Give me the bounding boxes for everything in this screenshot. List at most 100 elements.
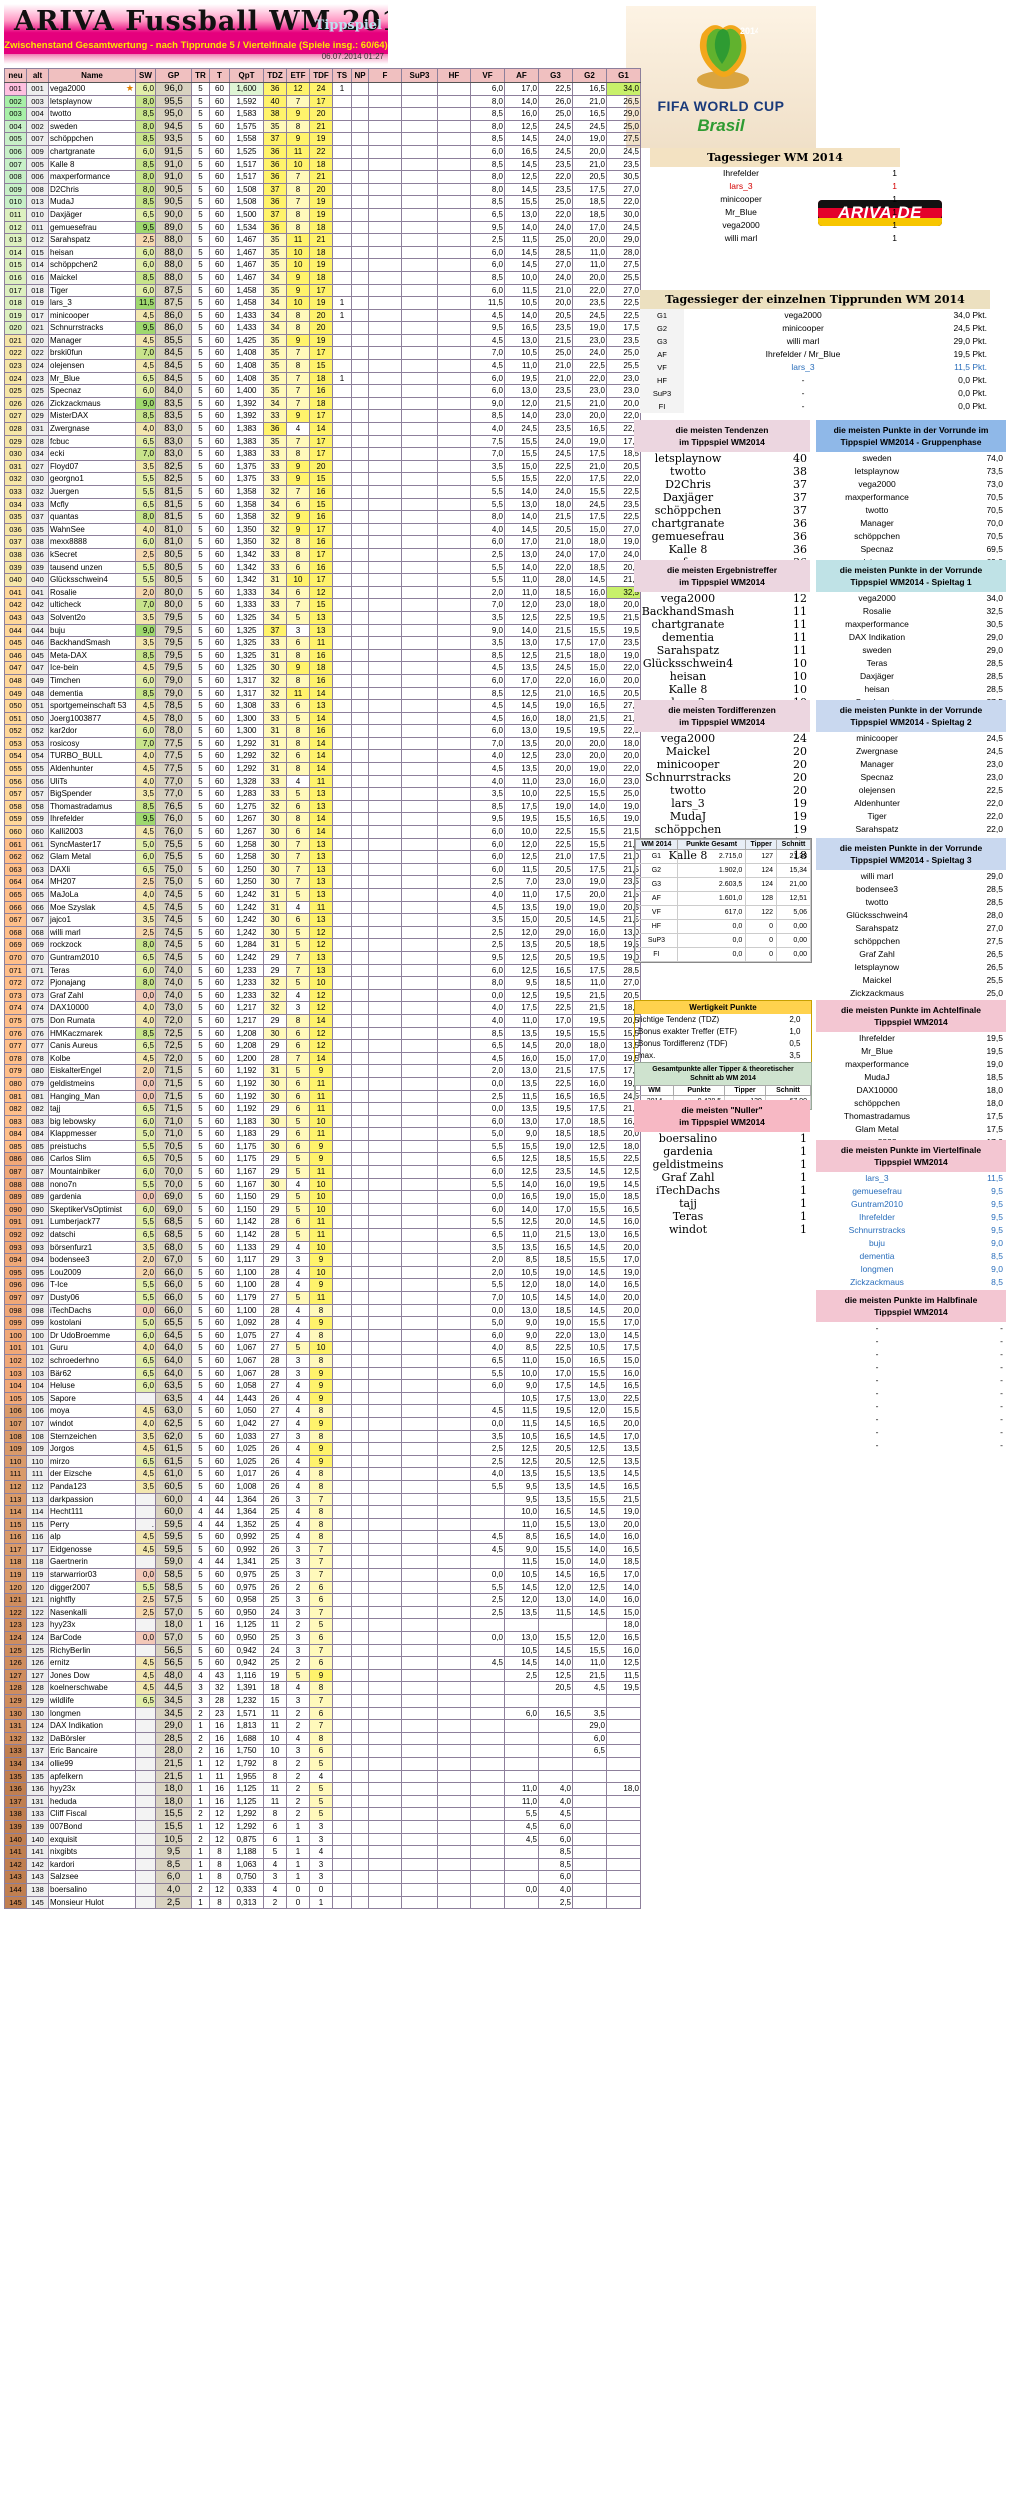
col-g1[interactable]: G1	[606, 68, 641, 83]
table-row[interactable]: 010 013 MudaJ 8,5 90,5 5 60 1,508 36 7 19 8,5 15,5 25…	[4, 195, 641, 209]
table-row[interactable]: 035 037 quantas 8,0 81,5 5 60 1,358 32 9 16 8,0 14,0…	[4, 510, 641, 524]
table-row[interactable]: 077 077 Canis Aureus 6,5 72,5 5 60 1,208 29 6 12 6,…	[4, 1039, 641, 1053]
table-row[interactable]: 013 012 Sarahspatz 2,5 88,0 5 60 1,467 35 11 21 2,5…	[4, 233, 641, 247]
table-row[interactable]: 112 112 Panda123 3,5 60,5 5 60 1,008 26 4 8 5,5 9,5 1…	[4, 1479, 641, 1494]
col-f[interactable]: F	[368, 68, 402, 83]
table-row[interactable]: 119 119 starwarrior03 0,0 58,5 5 60 0,975 25 3 7 0,…	[4, 1568, 641, 1582]
ariva-logo[interactable]: ARIVA.DE	[818, 200, 942, 226]
table-row[interactable]: 089 089 gardenia 0,0 69,0 5 60 1,150 29 5 10 0,0 16,…	[4, 1190, 641, 1204]
table-row[interactable]: 079 080 EiskalterEngel 2,0 71,5 5 60 1,192 31 5 9 2…	[4, 1064, 641, 1078]
table-row[interactable]: 085 085 preistuchs 5,5 70,5 5 60 1,175 30 6 9 5,5 15…	[4, 1139, 641, 1154]
table-row[interactable]: 093 093 börsenfurz1 3,5 68,0 5 60 1,133 29 4 10 3,5…	[4, 1240, 641, 1255]
col-np[interactable]: NP	[351, 68, 369, 83]
table-row[interactable]: 047 047 Ice-bein 4,5 79,5 5 60 1,325 30 9 18 4,5 13,…	[4, 661, 641, 675]
table-row[interactable]: 120 120 digger2007 5,5 58,5 5 60 0,975 26 2 6 5,5 14…	[4, 1580, 641, 1595]
table-row[interactable]: 082 082 tajj 6,5 71,5 5 60 1,192 29 6 11 0,0 13,5 19,…	[4, 1102, 641, 1116]
table-row[interactable]: 008 006 maxperformance 8,0 91,0 5 60 1,517 36 7 21…	[4, 170, 641, 184]
table-row[interactable]: 111 111 der Eizsche 4,5 61,0 5 60 1,017 26 4 8 4,0 1…	[4, 1467, 641, 1481]
col-ts[interactable]: TS	[332, 68, 352, 83]
table-row[interactable]: 124 124 BarCode 0,0 57,0 5 60 0,950 25 3 6 0,0 13,0 1…	[4, 1631, 641, 1645]
table-row[interactable]: 042 042 ulticheck 7,0 80,0 5 60 1,333 33 7 15 7,0 12…	[4, 598, 641, 612]
table-row[interactable]: 144 138 boersalino 4,0 2 12 0,333 4 0 0 0,0 4,0	[4, 1882, 641, 1897]
table-row[interactable]: 022 022 brski0fun 7,0 84,5 5 60 1,408 35 7 17 7,0 10…	[4, 346, 641, 361]
table-row[interactable]: 061 061 SyncMaster17 5,0 75,5 5 60 1,258 30 7 13 6,…	[4, 837, 641, 852]
table-row[interactable]: 102 102 schroederhno 6,5 64,0 5 60 1,067 28 3 8 6,5…	[4, 1353, 641, 1368]
table-row[interactable]: 012 011 gemuesefrau 9,5 89,0 5 60 1,534 36 8 18 9,5…	[4, 220, 641, 235]
table-row[interactable]: 043 043 Solvent2o 3,5 79,5 5 60 1,325 34 5 13 3,5 12…	[4, 610, 641, 625]
table-row[interactable]: 029 028 fcbuc 6,5 83,0 5 60 1,383 35 7 17 7,5 15,5 24…	[4, 434, 641, 449]
table-row[interactable]: 083 083 big lebowsky 6,0 71,0 5 60 1,183 30 5 10 6,…	[4, 1114, 641, 1129]
table-row[interactable]: 009 008 D2Chris 8,0 90,5 5 60 1,508 37 8 20 8,0 14,5…	[4, 182, 641, 197]
table-row[interactable]: 026 026 Zickzackmaus 9,0 83,5 5 60 1,392 34 7 18 9,…	[4, 396, 641, 411]
table-row[interactable]: 104 104 Heluse 6,0 63,5 5 60 1,058 27 4 9 6,0 9,0 17,…	[4, 1379, 641, 1393]
table-row[interactable]: 052 052 kar2dor 6,0 78,0 5 60 1,300 31 8 16 6,0 13,0…	[4, 724, 641, 738]
table-row[interactable]: 121 121 nightfly 2,5 57,5 5 60 0,958 25 3 6 2,5 12,0…	[4, 1593, 641, 1607]
table-row[interactable]: 051 050 Joerg1003877 4,5 78,0 5 60 1,300 33 5 14 4,…	[4, 711, 641, 726]
table-row[interactable]: 027 029 MisterDAX 8,5 83,5 5 60 1,392 33 9 17 8,5 14…	[4, 409, 641, 424]
table-row[interactable]: 122 122 Nasenkalli 2,5 57,0 5 60 0,950 24 3 7 2,5 13…	[4, 1605, 641, 1620]
table-row[interactable]: 117 117 Eidgenosse 4,5 59,5 5 60 0,992 26 3 7 4,5 9,…	[4, 1542, 641, 1557]
table-row[interactable]: 141 141 nixgibts 9,5 1 8 1,188 5 1 4 8,5	[4, 1845, 641, 1859]
table-row[interactable]: 015 014 schöppchen2 6,0 88,0 5 60 1,467 35 10 19 6,…	[4, 258, 641, 272]
table-row[interactable]: 133 137 Eric Bancaire 28,0 2 16 1,750 10 3 6 6,5	[4, 1744, 641, 1758]
table-row[interactable]: 065 065 MaJoLa 4,0 74,5 5 60 1,242 31 5 13 4,0 11,0 1…	[4, 888, 641, 902]
table-row[interactable]: 105 105 Sapore 63,5 4 44 1,443 26 4 9 10,5 17,5 13,0…	[4, 1391, 641, 1406]
table-row[interactable]: 067 067 jajco1 3,5 74,5 5 60 1,242 30 6 13 3,5 15,0 2…	[4, 913, 641, 927]
table-row[interactable]: 064 064 MH207 2,5 75,0 5 60 1,250 30 7 13 2,5 7,0 23,…	[4, 875, 641, 889]
table-row[interactable]: 028 031 Zwergnase 4,0 83,0 5 60 1,383 36 4 14 4,0 24…	[4, 422, 641, 436]
table-row[interactable]: 005 007 schöppchen 8,5 93,5 5 60 1,558 37 9 19 8,5 1…	[4, 132, 641, 146]
table-row[interactable]: 055 055 Aldenhunter 4,5 77,5 5 60 1,292 31 8 14 4,5…	[4, 762, 641, 776]
table-row[interactable]: 118 118 Gaertnerin 59,0 4 44 1,341 25 3 7 11,5 15,0…	[4, 1555, 641, 1570]
table-row[interactable]: 142 142 kardori 8,5 1 8 1,063 4 1 3 8,5	[4, 1857, 641, 1872]
table-row[interactable]: 092 092 datschi 6,5 68,5 5 60 1,142 28 5 11 6,5 11,0…	[4, 1228, 641, 1242]
table-row[interactable]: 132 132 DaBörsler 28,5 2 16 1,688 10 4 8 6,0	[4, 1731, 641, 1746]
table-row[interactable]: 071 071 Teras 6,0 74,0 5 60 1,233 29 7 13 6,0 12,5 16…	[4, 963, 641, 978]
table-row[interactable]: 129 129 wildlife 6,5 34,5 3 28 1,232 15 3 7	[4, 1694, 641, 1708]
table-row[interactable]: 091 091 Lumberjack77 5,5 68,5 5 60 1,142 28 6 11 5,…	[4, 1215, 641, 1230]
col-neu[interactable]: neu	[4, 68, 27, 83]
table-row[interactable]: 003 004 twotto 8,5 95,0 5 60 1,583 38 9 20 8,5 16,0 2…	[4, 107, 641, 121]
col-g2[interactable]: G2	[572, 68, 607, 83]
table-row[interactable]: 123 123 hyy23x 18,0 1 16 1,125 11 2 5 18,0	[4, 1618, 641, 1633]
table-row[interactable]: 125 125 RichyBerlin 56,5 5 60 0,942 24 3 7 10,5 14,…	[4, 1643, 641, 1658]
table-row[interactable]: 126 126 ernitz 4,5 56,5 5 60 0,942 25 2 6 4,5 14,5 14…	[4, 1656, 641, 1670]
table-row[interactable]: 063 063 DAXli 6,5 75,0 5 60 1,250 30 7 13 6,0 11,5 20…	[4, 862, 641, 877]
table-row[interactable]: 101 101 Guru 4,0 64,0 5 60 1,067 27 5 10 4,0 8,5 22,5…	[4, 1341, 641, 1355]
table-row[interactable]: 024 023 Mr_Blue 6,5 84,5 5 60 1,408 35 7 18 1 6,0 19,…	[4, 371, 641, 386]
col-hf[interactable]: HF	[437, 68, 471, 83]
table-row[interactable]: 103 103 Bär62 6,5 64,0 5 60 1,067 28 3 9 5,5 10,0 17,…	[4, 1366, 641, 1381]
table-row[interactable]: 060 060 Kalli2003 4,5 76,0 5 60 1,267 30 6 14 6,0 10…	[4, 825, 641, 839]
table-row[interactable]: 016 016 Maickel 8,5 88,0 5 60 1,467 34 9 18 8,5 10,0…	[4, 270, 641, 285]
col-sup3[interactable]: SuP3	[401, 68, 438, 83]
table-row[interactable]: 145 145 Monsieur Hulot 2,5 1 8 0,313 2 0 1 2,5	[4, 1895, 641, 1910]
table-row[interactable]: 002 003 letsplaynow 8,0 95,5 5 60 1,592 40 7 17 8,0…	[4, 94, 641, 109]
table-row[interactable]: 014 015 heisan 6,0 88,0 5 60 1,467 35 10 18 6,0 14,5…	[4, 245, 641, 260]
table-row[interactable]: 069 069 rockzock 8,0 74,5 5 60 1,284 31 5 12 2,5 13,…	[4, 938, 641, 952]
table-row[interactable]: 020 021 Schnurrstracks 9,5 86,0 5 60 1,433 34 8 20…	[4, 321, 641, 335]
table-row[interactable]: 135 135 apfelkern 21,5 1 11 1,955 8 2 4	[4, 1769, 641, 1784]
col-name[interactable]: Name	[48, 68, 136, 83]
table-row[interactable]: 131 124 DAX Indikation 29,0 1 16 1,813 11 2 7 29,0	[4, 1719, 641, 1733]
table-row[interactable]: 007 005 Kalle 8 8,5 91,0 5 60 1,517 36 10 18 8,5 14,…	[4, 157, 641, 172]
table-row[interactable]: 084 084 Klappmesser 5,0 71,0 5 60 1,183 29 6 11 5,0…	[4, 1127, 641, 1141]
table-row[interactable]: 114 114 Hecht111 60,0 4 44 1,364 25 4 8 10,0 16,5 14…	[4, 1505, 641, 1519]
table-row[interactable]: 136 136 hyy23x 18,0 1 16 1,125 11 2 5 11,0 4,0 18,0	[4, 1782, 641, 1796]
table-row[interactable]: 058 058 Thomastradamus 8,5 76,5 5 60 1,275 32 6 13…	[4, 799, 641, 814]
table-row[interactable]: 032 030 georgno1 5,5 82,5 5 60 1,375 33 9 15 5,5 15,…	[4, 472, 641, 486]
table-row[interactable]: 070 070 Guntram2010 6,5 74,5 5 60 1,242 29 7 13 9,5…	[4, 950, 641, 965]
table-row[interactable]: 038 036 kSecret 2,5 80,5 5 60 1,342 33 8 17 2,5 13,0…	[4, 547, 641, 562]
table-row[interactable]: 019 017 minicooper 4,5 86,0 5 60 1,433 34 8 20 1 4,5…	[4, 308, 641, 323]
table-row[interactable]: 037 038 mexx8888 6,0 81,0 5 60 1,350 32 8 16 6,0 17,…	[4, 535, 641, 549]
table-row[interactable]: 115 115 Perry. 59,5 4 44 1,352 25 4 8 11,0 15,5 13,0…	[4, 1517, 641, 1532]
table-row[interactable]: 140 140 exquisit 10,5 2 12 0,875 6 1 3 4,5 6,0	[4, 1832, 641, 1847]
table-row[interactable]: 078 078 Kolbe 4,5 72,0 5 60 1,200 28 7 14 4,5 16,0 15…	[4, 1051, 641, 1066]
table-row[interactable]: 138 133 Cliff Fiscal 15,5 2 12 1,292 8 2 5 5,5 4,5	[4, 1807, 641, 1821]
table-row[interactable]: 053 053 rosicosy 7,0 77,5 5 60 1,292 31 8 14 7,0 13,…	[4, 736, 641, 751]
table-row[interactable]: 130 130 longmen 34,5 2 23 1,571 11 2 6 6,0 16,5 3,5	[4, 1706, 641, 1721]
col-tr[interactable]: TR	[191, 68, 210, 83]
table-row[interactable]: 036 035 WahnSee 4,0 81,0 5 60 1,350 32 9 17 4,0 14,5…	[4, 522, 641, 537]
table-row[interactable]: 076 076 HMKaczmarek 8,5 72,5 5 60 1,208 30 6 12 8,5…	[4, 1026, 641, 1041]
table-row[interactable]: 011 010 Daxjäger 6,5 90,0 5 60 1,500 37 8 19 6,5 13,…	[4, 207, 641, 222]
table-row[interactable]: 139 139 007Bond 15,5 1 12 1,292 6 1 3 4,5 6,0	[4, 1819, 641, 1834]
col-t[interactable]: T	[209, 68, 230, 83]
